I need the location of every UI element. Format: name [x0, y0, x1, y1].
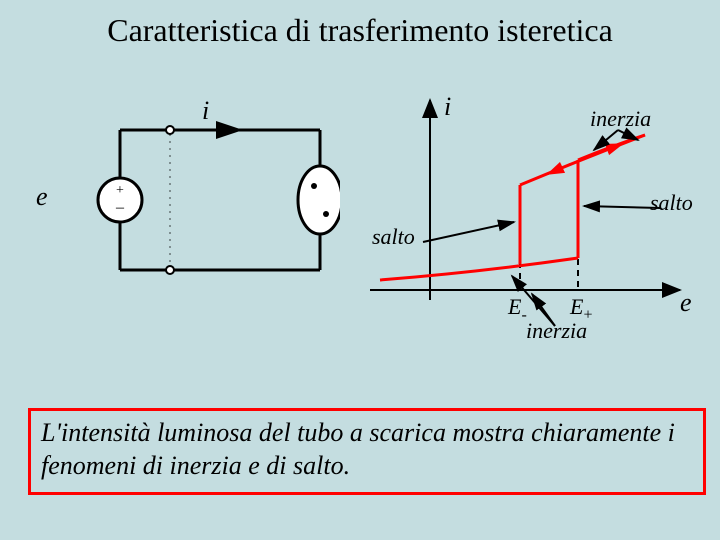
discharge-tube-icon	[298, 166, 340, 234]
label-salto-left: salto	[372, 224, 415, 250]
label-e-minus: E-	[508, 294, 527, 324]
x-axis-label: e	[680, 288, 692, 318]
label-i-circuit: i	[202, 96, 209, 126]
y-axis-label: i	[444, 92, 451, 122]
caption-box: L'intensità luminosa del tubo a scarica …	[28, 408, 706, 495]
circuit-svg: + –	[40, 100, 340, 330]
label-e: e	[36, 182, 48, 212]
slide-root: Caratteristica di trasferimento istereti…	[0, 0, 720, 540]
label-inerzia-top: inerzia	[590, 106, 651, 132]
page-title: Caratteristica di trasferimento istereti…	[0, 12, 720, 49]
circuit-diagram: + – e i	[40, 100, 340, 330]
source-plus: +	[116, 183, 124, 198]
label-inerzia-bottom: inerzia	[526, 318, 587, 344]
source-minus: –	[115, 199, 125, 216]
hysteresis-graph: i e E- E+ inerzia salto salto inerzia	[360, 90, 700, 350]
label-salto-right: salto	[650, 190, 693, 216]
